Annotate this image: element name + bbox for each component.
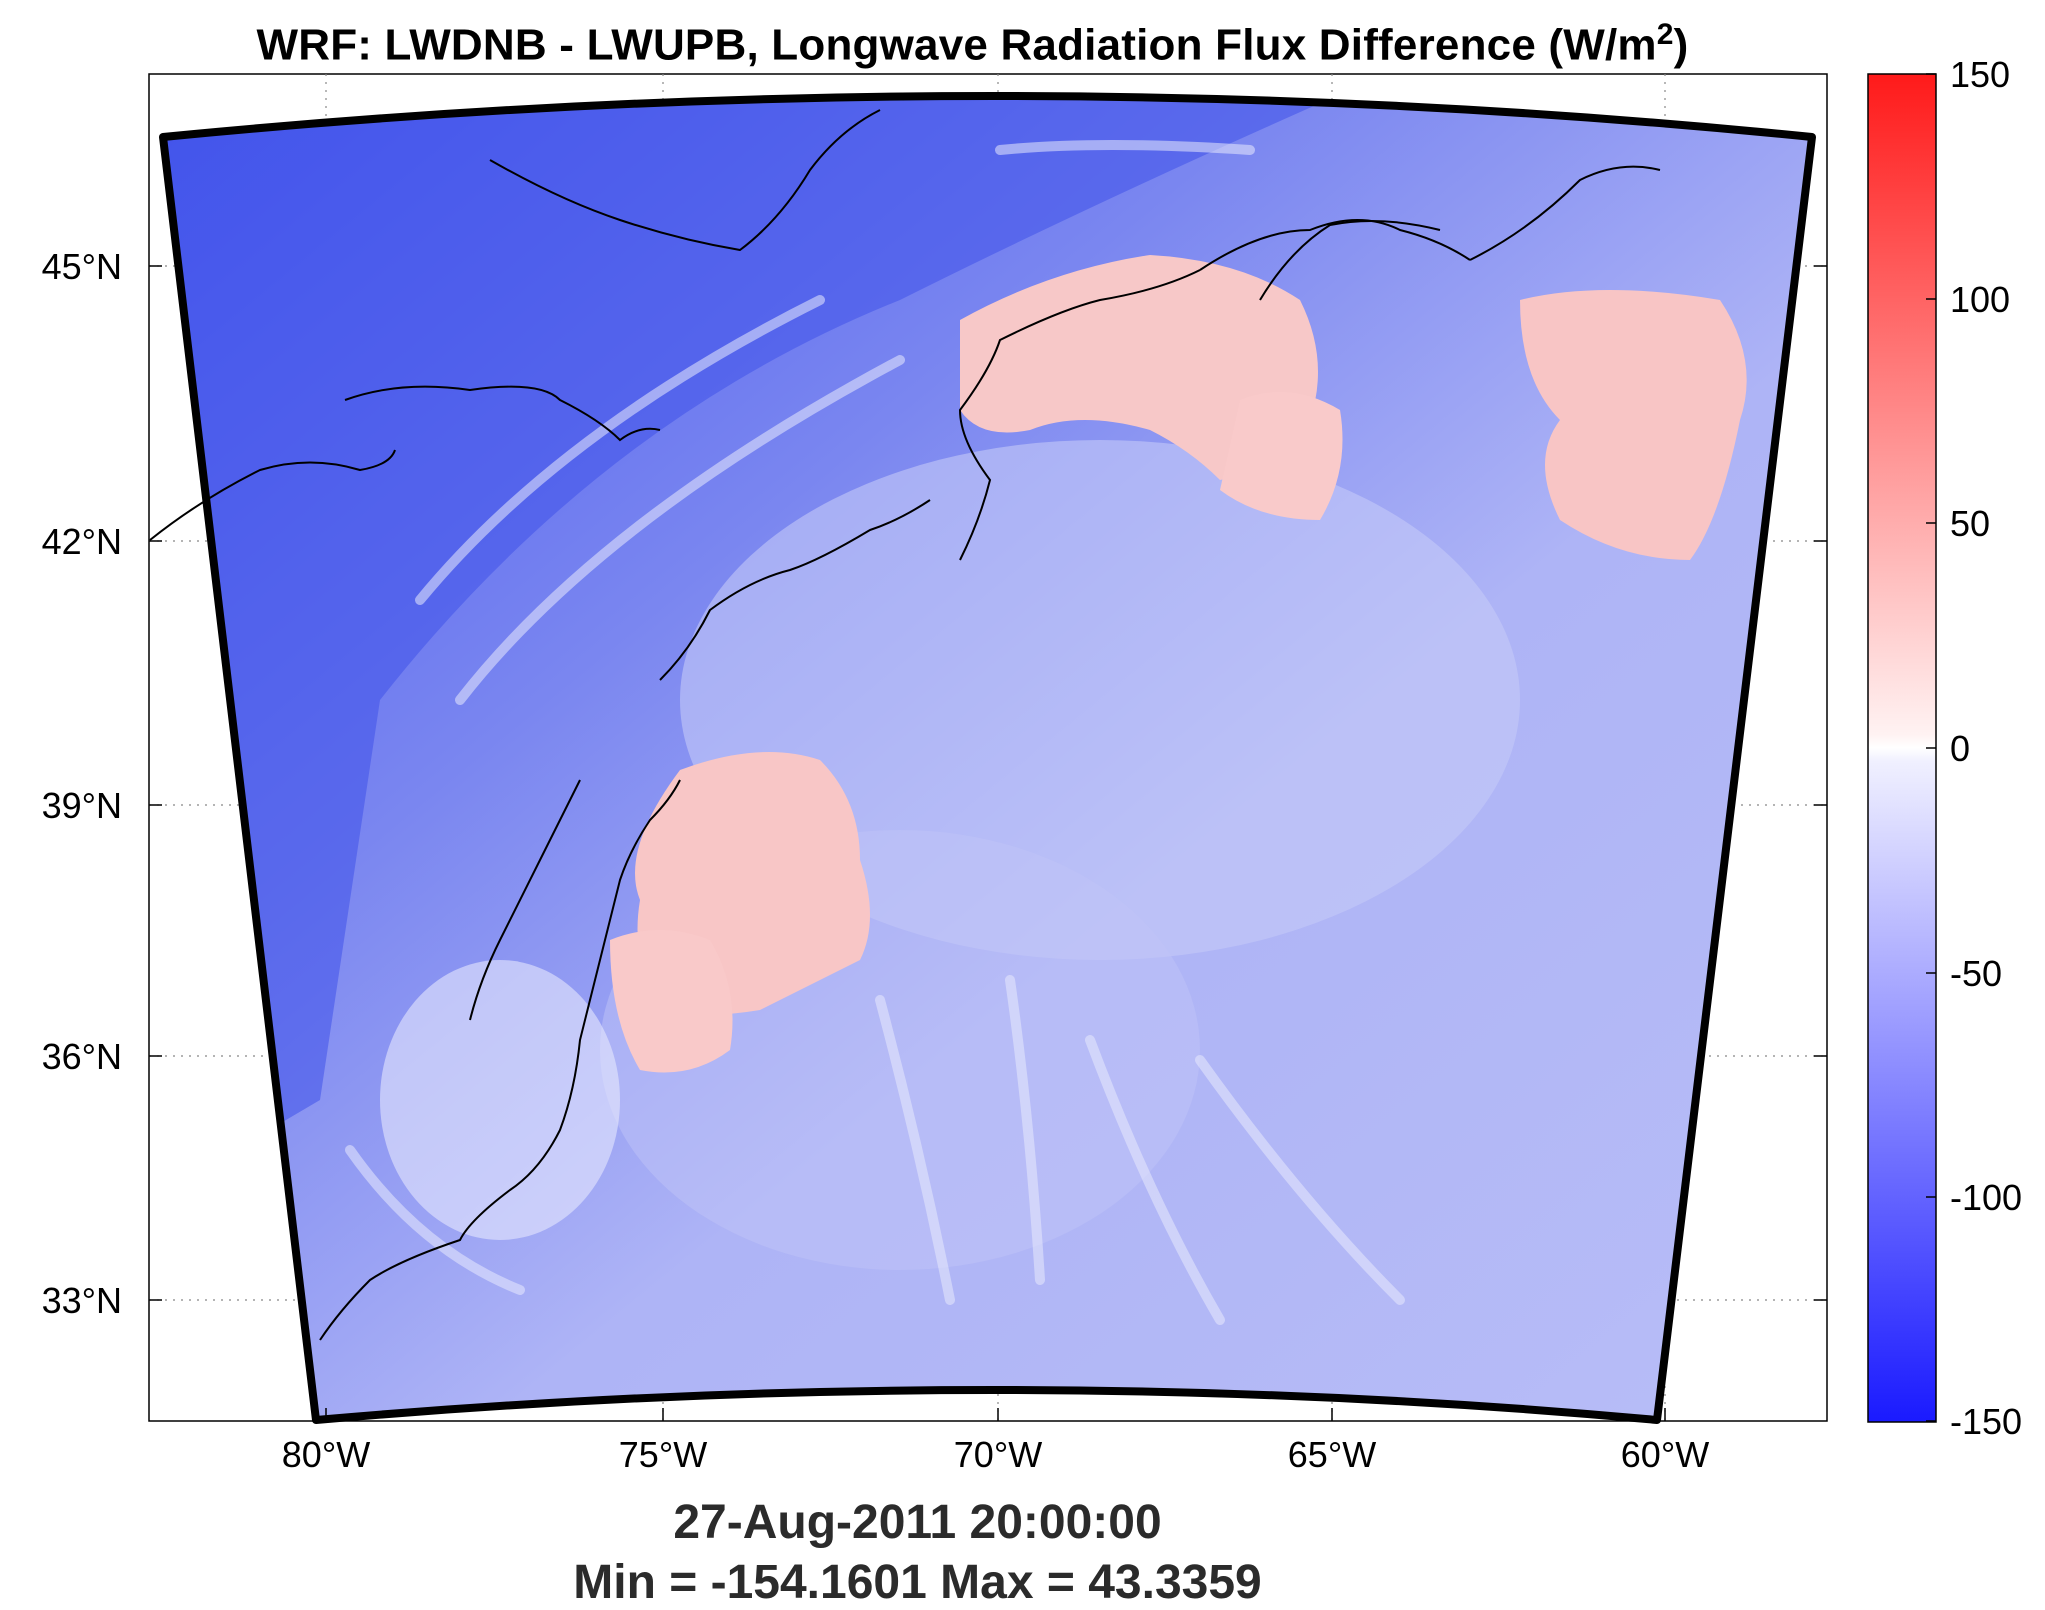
min-max-label: Min = -154.1601 Max = 43.3359 xyxy=(573,1556,1262,1609)
lon-label: 60°W xyxy=(1621,1434,1709,1475)
lat-label: 39°N xyxy=(42,785,122,826)
colorbar-tick-label: -50 xyxy=(1950,953,2002,994)
lon-label: 70°W xyxy=(954,1434,1042,1475)
colorbar xyxy=(1867,73,1937,1423)
colorbar-tick-label: -100 xyxy=(1950,1177,2022,1218)
colorbar-tick-label: 100 xyxy=(1950,279,2010,320)
axis-ticks xyxy=(149,265,1827,1421)
colorbar-tick-label: -150 xyxy=(1950,1401,2022,1442)
timestamp-label: 27-Aug-2011 20:00:00 xyxy=(673,1496,1162,1549)
colorbar-labels: 150 100 50 0 -50 -100 -150 xyxy=(1950,54,2022,1442)
colorbar-tick-label: 150 xyxy=(1950,54,2010,95)
lon-label: 80°W xyxy=(282,1434,370,1475)
lat-label: 33°N xyxy=(42,1280,122,1321)
colorbar-tick-label: 50 xyxy=(1950,503,1990,544)
lon-label: 75°W xyxy=(619,1434,707,1475)
model-domain-boundary xyxy=(159,92,1816,1424)
latitude-labels: 45°N 42°N 39°N 36°N 33°N xyxy=(42,246,122,1321)
lon-label: 65°W xyxy=(1288,1434,1376,1475)
lat-label: 36°N xyxy=(42,1036,122,1077)
plot-title: WRF: LWDNB - LWUPB, Longwave Radiation F… xyxy=(256,18,1689,70)
colorbar-tick-label: 0 xyxy=(1950,728,1970,769)
longitude-labels: 80°W 75°W 70°W 65°W 60°W xyxy=(282,1434,1709,1475)
colorbar-ticks xyxy=(1926,73,1936,1422)
coastlines xyxy=(149,109,1661,1341)
lat-label: 42°N xyxy=(42,521,122,562)
flux-field xyxy=(163,96,1812,1420)
lat-label: 45°N xyxy=(42,246,122,287)
